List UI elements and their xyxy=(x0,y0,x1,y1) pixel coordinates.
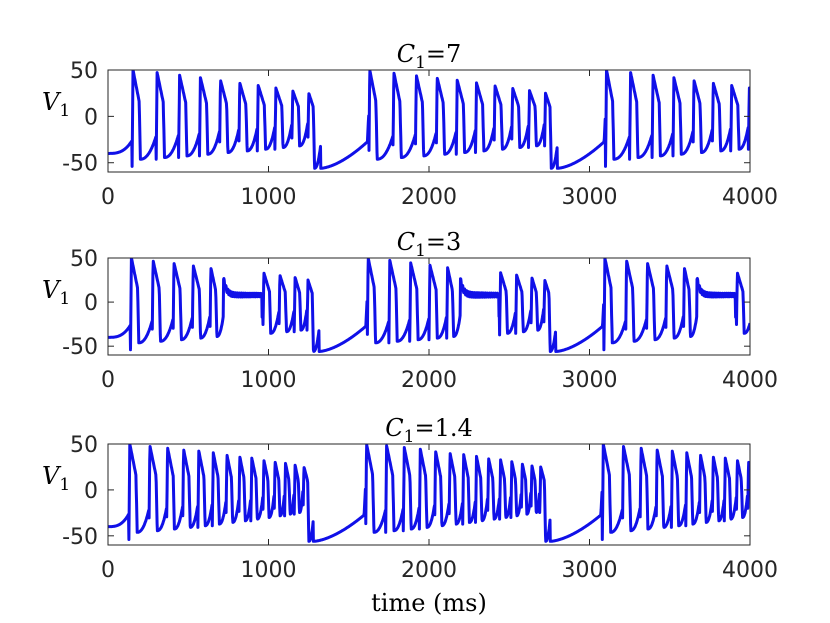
y-tick-label: 0 xyxy=(84,105,98,130)
panel-title-3: C1=1.4 xyxy=(385,414,472,447)
y-tick-label: 50 xyxy=(70,433,98,458)
x-axis-label: time (ms) xyxy=(371,589,487,617)
y-axis-label-2: V1 xyxy=(42,276,70,309)
x-tick-label: 0 xyxy=(101,558,115,583)
x-tick-label: 4000 xyxy=(722,558,778,583)
y-axis-label-1: V1 xyxy=(42,88,70,121)
x-tick-label: 0 xyxy=(101,368,115,393)
voltage-trace-2 xyxy=(108,258,750,353)
panel-title-2: C1=3 xyxy=(397,228,462,261)
x-tick-label: 1000 xyxy=(241,558,297,583)
x-tick-label: 1000 xyxy=(241,368,297,393)
x-tick-label: 2000 xyxy=(401,368,457,393)
x-tick-label: 4000 xyxy=(722,185,778,210)
y-tick-label: -50 xyxy=(62,525,98,550)
voltage-trace-1 xyxy=(108,70,750,170)
x-tick-label: 1000 xyxy=(241,185,297,210)
y-tick-label: 0 xyxy=(84,291,98,316)
x-tick-label: 0 xyxy=(101,185,115,210)
voltage-trace-3 xyxy=(108,444,750,543)
panel-title-1: C1=7 xyxy=(397,40,462,73)
y-tick-label: 0 xyxy=(84,479,98,504)
y-tick-label: -50 xyxy=(62,335,98,360)
x-tick-label: 3000 xyxy=(562,368,618,393)
y-tick-label: 50 xyxy=(70,247,98,272)
y-axis-label-3: V1 xyxy=(42,462,70,495)
x-tick-label: 2000 xyxy=(401,558,457,583)
y-tick-label: -50 xyxy=(62,152,98,177)
x-tick-label: 2000 xyxy=(401,185,457,210)
x-tick-label: 4000 xyxy=(722,368,778,393)
x-tick-label: 3000 xyxy=(562,185,618,210)
y-tick-label: 50 xyxy=(70,59,98,84)
x-tick-label: 3000 xyxy=(562,558,618,583)
